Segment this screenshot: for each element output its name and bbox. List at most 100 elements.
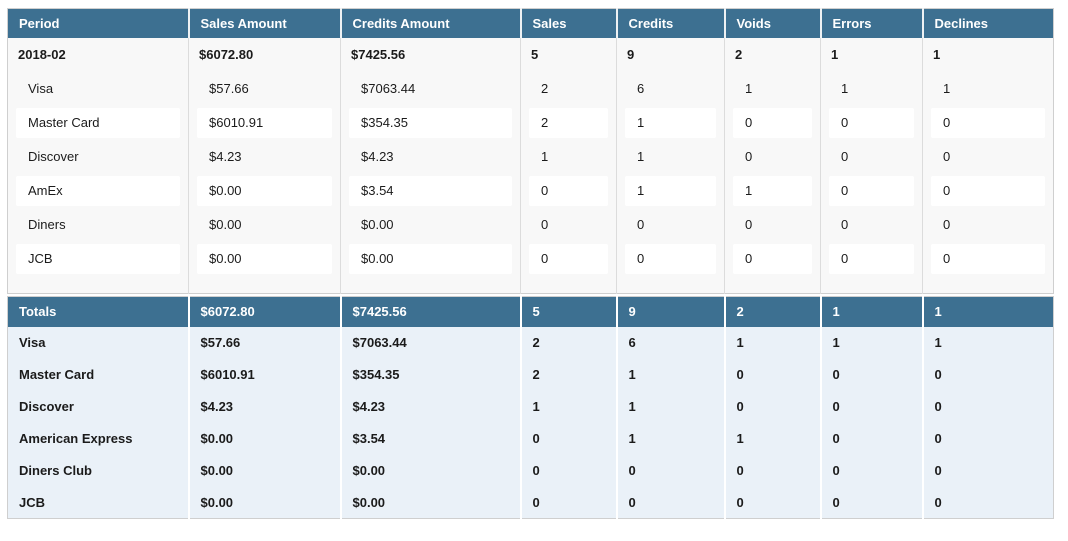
card-cell-diners-credits-text: 0 <box>637 216 645 232</box>
column-header-declines: Declines <box>921 8 1054 38</box>
totals-row-jcb: JCB $0.00 $0.00 0 0 0 0 0 <box>8 486 1054 519</box>
card-label-discover: Discover <box>8 140 189 174</box>
totals-cell-diners-club-sales-amount: $0.00 <box>187 454 341 487</box>
card-row-amex: AmEx $0.00 $3.54 0 1 1 0 0 <box>8 173 1054 208</box>
period-cell-errors: 1 <box>820 37 923 72</box>
card-cell-visa-sales: 2 <box>520 71 617 106</box>
padding-cell-declines <box>922 275 1054 294</box>
column-header-sales: Sales <box>519 8 617 38</box>
totals-cell-discover-credits-amount: $4.23 <box>339 390 521 423</box>
period-cell-declines-text: 1 <box>933 46 941 62</box>
card-cell-diners-errors-text: 0 <box>841 216 849 232</box>
card-row-visa: Visa $57.66 $7063.44 2 6 1 1 1 <box>8 71 1054 106</box>
totals-header-cell-sales: 5 <box>519 296 617 327</box>
card-label-diners-text: Diners <box>28 216 66 232</box>
totals-row-label-american-express: American Express <box>19 431 133 446</box>
card-cell-amex-credits-amount: $3.54 <box>340 173 521 208</box>
card-label-visa: Visa <box>8 72 189 106</box>
card-cell-discover-credits: 1 <box>616 139 725 174</box>
card-cell-visa-credits-amount-text: $7063.44 <box>361 80 416 96</box>
period-cell-sales: 5 <box>520 37 617 72</box>
card-cell-visa-credits: 6 <box>616 71 725 106</box>
card-cell-discover-voids: 0 <box>724 139 821 174</box>
transactions-report-page: Period Sales Amount Credits Amount Sales Cre… <box>7 8 1054 519</box>
card-cell-visa-sales-text: 2 <box>541 80 549 96</box>
totals-cell-american-express-credits-amount: $3.54 <box>339 422 521 455</box>
card-row-discover: Discover $4.23 $4.23 1 1 0 0 0 <box>8 139 1054 174</box>
card-cell-diners-credits: 0 <box>616 207 725 242</box>
card-label-master-card-text: Master Card <box>16 107 180 138</box>
totals-cell-visa-errors: 1 <box>819 326 923 359</box>
card-cell-amex-sales-amount: $0.00 <box>188 173 341 208</box>
card-cell-amex-sales-amount-text: $0.00 <box>197 175 332 206</box>
column-header-period: Period <box>7 8 189 38</box>
totals-cell-discover-credits: 1 <box>615 390 725 423</box>
card-cell-amex-errors-text: 0 <box>829 175 914 206</box>
period-row: 2018-02 $6072.80 $7425.56 5 9 2 1 1 <box>8 37 1054 72</box>
card-cell-diners-declines-text: 0 <box>943 216 951 232</box>
period-cell-voids-text: 2 <box>735 46 743 62</box>
totals-cell-visa-credits-amount: $7063.44 <box>339 326 521 359</box>
column-header-credits-amount: Credits Amount <box>339 8 521 38</box>
card-cell-discover-declines-text: 0 <box>943 148 951 164</box>
card-cell-jcb-sales: 0 <box>520 241 617 276</box>
card-cell-discover-credits-text: 1 <box>637 148 645 164</box>
card-label-jcb: JCB <box>8 242 189 276</box>
card-cell-amex-errors: 0 <box>820 173 923 208</box>
period-cell-declines: 1 <box>922 37 1054 72</box>
card-cell-discover-credits-amount-text: $4.23 <box>361 148 394 164</box>
totals-cell-visa-sales: 2 <box>519 326 617 359</box>
totals-header-cell-credits: 9 <box>615 296 725 327</box>
padding-cell-period <box>8 276 189 294</box>
totals-cell-jcb-sales: 0 <box>519 486 617 519</box>
period-label: 2018-02 <box>8 38 189 72</box>
card-cell-diners-voids-text: 0 <box>745 216 753 232</box>
card-cell-visa-declines-text: 1 <box>943 80 951 96</box>
totals-header-cell-credits-amount: $7425.56 <box>339 296 521 327</box>
card-cell-jcb-sales-amount-text: $0.00 <box>197 243 332 274</box>
totals-cell-american-express-declines: 0 <box>921 422 1054 455</box>
card-cell-jcb-voids-text: 0 <box>733 243 812 274</box>
totals-cell-master-card-voids: 0 <box>723 358 821 391</box>
totals-cell-master-card-credits-amount: $354.35 <box>339 358 521 391</box>
card-cell-amex-credits-amount-text: $3.54 <box>349 175 512 206</box>
totals-cell-american-express-sales-amount: $0.00 <box>187 422 341 455</box>
card-cell-master-card-sales-text: 2 <box>529 107 608 138</box>
card-cell-visa-voids-text: 1 <box>745 80 753 96</box>
padding-cell-sales <box>520 275 617 294</box>
totals-cell-master-card-sales: 2 <box>519 358 617 391</box>
totals-cell-visa-credits: 6 <box>615 326 725 359</box>
card-cell-master-card-declines: 0 <box>922 105 1054 140</box>
totals-cell-jcb-credits: 0 <box>615 486 725 519</box>
card-cell-amex-declines: 0 <box>922 173 1054 208</box>
card-cell-jcb-sales-text: 0 <box>529 243 608 274</box>
card-label-diners: Diners <box>8 208 189 242</box>
period-cell-credits-amount-text: $7425.56 <box>351 46 406 62</box>
card-cell-discover-sales-text: 1 <box>541 148 549 164</box>
card-cell-master-card-credits-amount-text: $354.35 <box>349 107 512 138</box>
card-cell-discover-sales: 1 <box>520 139 617 174</box>
totals-header-cell-voids: 2 <box>723 296 821 327</box>
totals-cell-diners-club-credits-amount: $0.00 <box>339 454 521 487</box>
card-cell-visa-errors: 1 <box>820 71 923 106</box>
card-cell-amex-sales-text: 0 <box>529 175 608 206</box>
totals-cell-visa-voids: 1 <box>723 326 821 359</box>
period-cell-credits-amount: $7425.56 <box>340 37 521 72</box>
totals-cell-visa-sales-amount: $57.66 <box>187 326 341 359</box>
card-cell-master-card-credits-text: 1 <box>625 107 716 138</box>
card-cell-master-card-errors-text: 0 <box>829 107 914 138</box>
totals-cell-diners-club-sales: 0 <box>519 454 617 487</box>
totals-cell-jcb-sales-amount: $0.00 <box>187 486 341 519</box>
totals-cell-master-card-errors: 0 <box>819 358 923 391</box>
period-cell-sales-amount: $6072.80 <box>188 37 341 72</box>
card-cell-diners-errors: 0 <box>820 207 923 242</box>
card-label-visa-text: Visa <box>28 80 54 96</box>
card-cell-diners-sales-amount-text: $0.00 <box>209 216 242 232</box>
card-cell-master-card-declines-text: 0 <box>931 107 1045 138</box>
totals-cell-american-express-credits: 1 <box>615 422 725 455</box>
totals-header-row: Totals $6072.80 $7425.56 5 9 2 1 1 <box>7 296 1054 327</box>
totals-row-label-master-card: Master Card <box>19 367 95 382</box>
totals-cell-discover-errors: 0 <box>819 390 923 423</box>
totals-cell-diners-club-errors: 0 <box>819 454 923 487</box>
card-cell-jcb-declines-text: 0 <box>931 243 1045 274</box>
